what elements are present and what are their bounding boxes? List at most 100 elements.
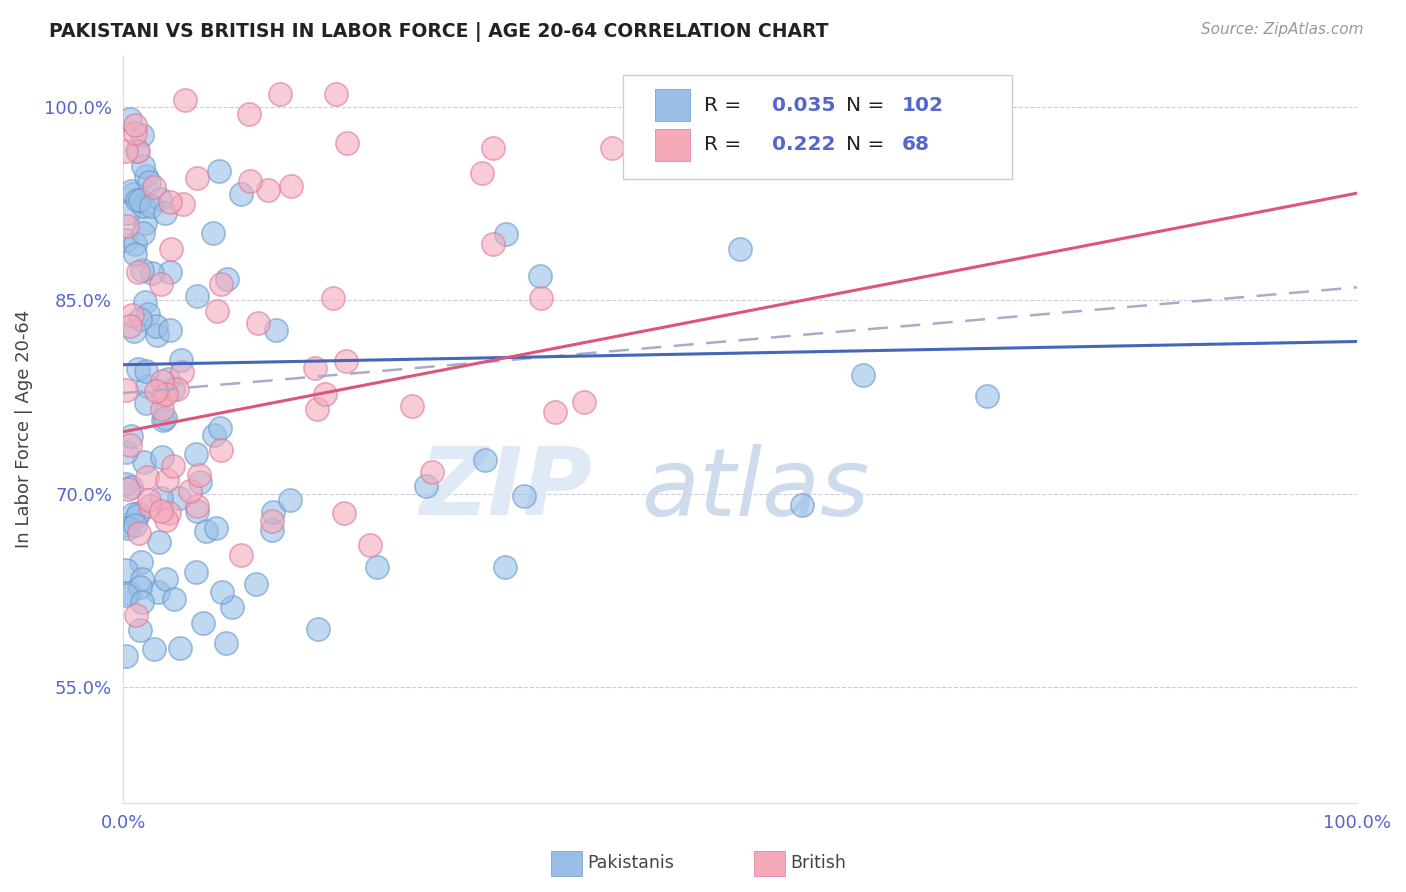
Point <box>160 242 183 256</box>
Point <box>117 521 139 535</box>
Point <box>495 227 517 242</box>
Point <box>124 126 146 140</box>
Point <box>280 179 302 194</box>
Point <box>157 372 180 386</box>
Point <box>257 183 280 197</box>
Point <box>169 491 191 505</box>
Point <box>117 206 139 220</box>
Point <box>159 265 181 279</box>
Point <box>143 641 166 656</box>
Point <box>529 269 551 284</box>
Point <box>336 136 359 150</box>
Point <box>179 484 201 499</box>
Point <box>366 559 388 574</box>
Point <box>128 525 150 540</box>
Point <box>146 327 169 342</box>
Point <box>131 198 153 212</box>
Point <box>208 421 231 435</box>
Point <box>204 521 226 535</box>
Point <box>152 413 174 427</box>
Point <box>117 482 139 496</box>
Y-axis label: In Labor Force | Age 20-64: In Labor Force | Age 20-64 <box>15 310 32 549</box>
Point <box>172 197 194 211</box>
Point <box>125 194 148 208</box>
Point <box>131 594 153 608</box>
Point <box>125 608 148 623</box>
Point <box>139 499 162 513</box>
Point <box>149 504 172 518</box>
Point <box>114 144 136 158</box>
Point <box>135 396 157 410</box>
Point <box>131 572 153 586</box>
FancyBboxPatch shape <box>655 89 689 120</box>
Point <box>127 362 149 376</box>
Point <box>120 480 142 494</box>
Text: Pakistanis: Pakistanis <box>588 855 675 872</box>
Point <box>238 106 260 120</box>
Point <box>335 353 357 368</box>
Point <box>114 233 136 247</box>
Point <box>156 474 179 488</box>
Point <box>238 174 260 188</box>
Point <box>186 171 208 186</box>
Point <box>139 199 162 213</box>
Point <box>278 493 301 508</box>
Point <box>114 517 136 532</box>
Point <box>120 438 142 452</box>
Point <box>159 194 181 209</box>
Point <box>155 387 177 401</box>
Point <box>215 272 238 286</box>
Text: Source: ZipAtlas.com: Source: ZipAtlas.com <box>1201 22 1364 37</box>
Point <box>122 324 145 338</box>
Point <box>145 319 167 334</box>
Point <box>121 309 143 323</box>
Point <box>150 375 173 389</box>
Point <box>121 186 143 201</box>
Text: British: British <box>790 855 846 872</box>
Point <box>221 599 243 614</box>
Point <box>114 445 136 459</box>
Text: N =: N = <box>846 136 891 154</box>
Point <box>149 277 172 292</box>
Point <box>215 635 238 649</box>
Point <box>231 549 253 563</box>
Point <box>150 401 173 416</box>
Text: 0.035: 0.035 <box>772 95 835 114</box>
Point <box>474 453 496 467</box>
Point <box>470 165 492 179</box>
Point <box>148 534 170 549</box>
Point <box>169 640 191 655</box>
Point <box>159 323 181 337</box>
Point <box>600 141 623 155</box>
Point <box>325 87 347 101</box>
Text: atlas: atlas <box>641 443 870 534</box>
Point <box>513 489 536 503</box>
Text: 0.222: 0.222 <box>772 136 835 154</box>
Text: PAKISTANI VS BRITISH IN LABOR FORCE | AGE 20-64 CORRELATION CHART: PAKISTANI VS BRITISH IN LABOR FORCE | AG… <box>49 22 828 42</box>
Point <box>129 581 152 595</box>
Point <box>188 468 211 483</box>
Point <box>120 112 142 126</box>
Point <box>245 576 267 591</box>
Point <box>482 141 505 155</box>
Point <box>186 565 208 579</box>
Point <box>155 572 177 586</box>
Point <box>194 524 217 538</box>
Point <box>152 388 174 402</box>
Point <box>162 382 184 396</box>
Point <box>118 585 141 599</box>
Point <box>124 247 146 261</box>
Point <box>136 469 159 483</box>
Point <box>134 295 156 310</box>
Point <box>229 187 252 202</box>
Point <box>153 206 176 220</box>
Point <box>129 623 152 637</box>
Point <box>127 265 149 279</box>
Point <box>124 236 146 251</box>
Point <box>174 93 197 107</box>
Point <box>333 507 356 521</box>
Point <box>530 291 553 305</box>
Point <box>209 277 232 291</box>
Point <box>201 227 224 241</box>
Point <box>208 164 231 178</box>
